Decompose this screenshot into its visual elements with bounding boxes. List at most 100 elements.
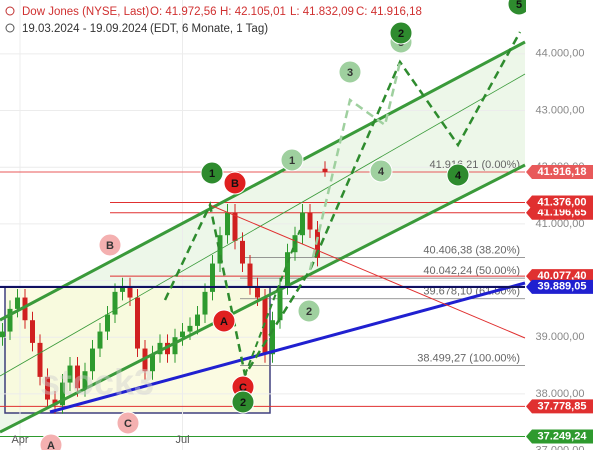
channel-lower (0, 163, 526, 434)
candle-body (225, 212, 230, 236)
wave-marker (39, 433, 63, 450)
candle-body (105, 314, 110, 332)
candle-body (202, 291, 208, 315)
fib-label: 39.678,10 (61.80%) (423, 286, 520, 298)
candle-body (262, 297, 268, 355)
candle-body (135, 297, 140, 349)
fib-label: 40.042,24 (50.00%) (423, 265, 520, 277)
price-tag-bg (526, 279, 593, 294)
wave-label: 2 (306, 306, 312, 318)
header-value: H: 42.105,01 (220, 6, 286, 18)
fib-label: 38.499,27 (100.00%) (417, 353, 520, 365)
y-tick-label: 38.000,00 (536, 388, 585, 400)
candle-body (30, 320, 35, 343)
header-value: L: 41.832,09 (290, 6, 354, 18)
candle-body (300, 212, 305, 236)
y-tick-label: 37.000,00 (536, 444, 585, 450)
price-tag-bg (526, 269, 593, 284)
wave-marker (223, 171, 247, 195)
candle-body (187, 325, 193, 332)
candle-body (165, 342, 170, 355)
candle-body (270, 320, 275, 355)
wave-label: B (106, 240, 114, 252)
wave-marker (231, 390, 255, 414)
candle-body (195, 314, 200, 326)
candle-body (22, 297, 28, 321)
price-tag: 37.249,24 (538, 430, 588, 442)
candle-body (255, 286, 260, 298)
fib-label: 40.406,38 (38.20%) (423, 244, 520, 256)
wave-label: 4 (455, 170, 462, 182)
candle-body (75, 365, 80, 389)
axis: 44.000,0043.000,0042.000,0041.000,0040.0… (11, 0, 595, 450)
x-tick-label: Apr (11, 434, 28, 446)
subtitle: 19.03.2024 - 19.09.2024 (22, 23, 148, 35)
wave-label: B (231, 178, 239, 190)
candle-body (150, 354, 155, 372)
candle-body (285, 252, 290, 287)
channel-mid (0, 73, 526, 377)
channel-upper (0, 40, 526, 322)
wave-marker (369, 159, 393, 183)
wave-label: 4 (378, 166, 385, 178)
wave-label: 3 (347, 67, 353, 79)
y-tick-label: 43.000,00 (536, 104, 585, 116)
wave-label: A (47, 440, 55, 450)
wave-label: 1 (209, 168, 215, 180)
wave-label: 1 (289, 155, 295, 167)
y-tick-label: 39.000,00 (536, 331, 585, 343)
wave-marker (297, 299, 321, 323)
candle-body (7, 308, 13, 332)
header-value: O: 41.972,56 (150, 6, 217, 18)
annotations: 1B13524452AC2BCA (39, 0, 531, 450)
price-tag: 40.077,40 (538, 270, 587, 282)
wave-label: 2 (240, 397, 246, 409)
candle-body (82, 371, 88, 389)
candle-body (315, 229, 320, 258)
overlay (0, 31, 526, 434)
wave-marker (116, 411, 140, 435)
price-tag-bg (526, 429, 593, 444)
header-title: Dow Jones (NYSE, Last) (22, 6, 149, 18)
wave-marker (200, 161, 224, 185)
candle-body (37, 342, 43, 377)
candle-body (97, 331, 103, 349)
candle-body (180, 331, 185, 338)
wave-marker (446, 163, 470, 187)
candle-body (60, 382, 65, 406)
header-value: C: 41.916,18 (356, 6, 422, 18)
y-tick-label: 41.000,00 (536, 218, 585, 230)
red-line (209, 204, 526, 339)
candle-body (322, 168, 328, 172)
candle-body (157, 342, 163, 355)
price-tag-bg (526, 399, 593, 414)
wave-label: C (124, 418, 132, 430)
wave-label: C (239, 382, 247, 394)
candle-body (277, 286, 283, 321)
candle-body (232, 212, 238, 241)
x-tick-label: Jul (175, 434, 189, 446)
wave-label: 5 (516, 0, 522, 11)
header-icon (5, 6, 15, 16)
wave-marker (98, 233, 122, 257)
wave-marker (389, 21, 413, 45)
price-tag: 37.778,85 (538, 400, 587, 412)
watermark: stock3 (40, 362, 154, 403)
price-tag-bg (526, 164, 593, 179)
wave-marker (212, 309, 236, 333)
price-tag-bg (526, 195, 593, 210)
clock-icon (5, 23, 15, 33)
wave-alt2 (244, 229, 301, 376)
candle-body (240, 240, 245, 264)
price-tag: 39.889,05 (538, 281, 587, 293)
candle-body (172, 337, 178, 355)
subtitle-note: (EDT, 6 Monate, 1 Tag) (150, 23, 268, 35)
axis-bg (526, 0, 595, 450)
wave-label: A (220, 316, 228, 328)
wave-alt (308, 61, 402, 271)
price-tag: 41.196,65 (538, 207, 587, 219)
candle-body (67, 365, 73, 383)
wave-path (163, 31, 522, 379)
candle-body (45, 376, 50, 400)
